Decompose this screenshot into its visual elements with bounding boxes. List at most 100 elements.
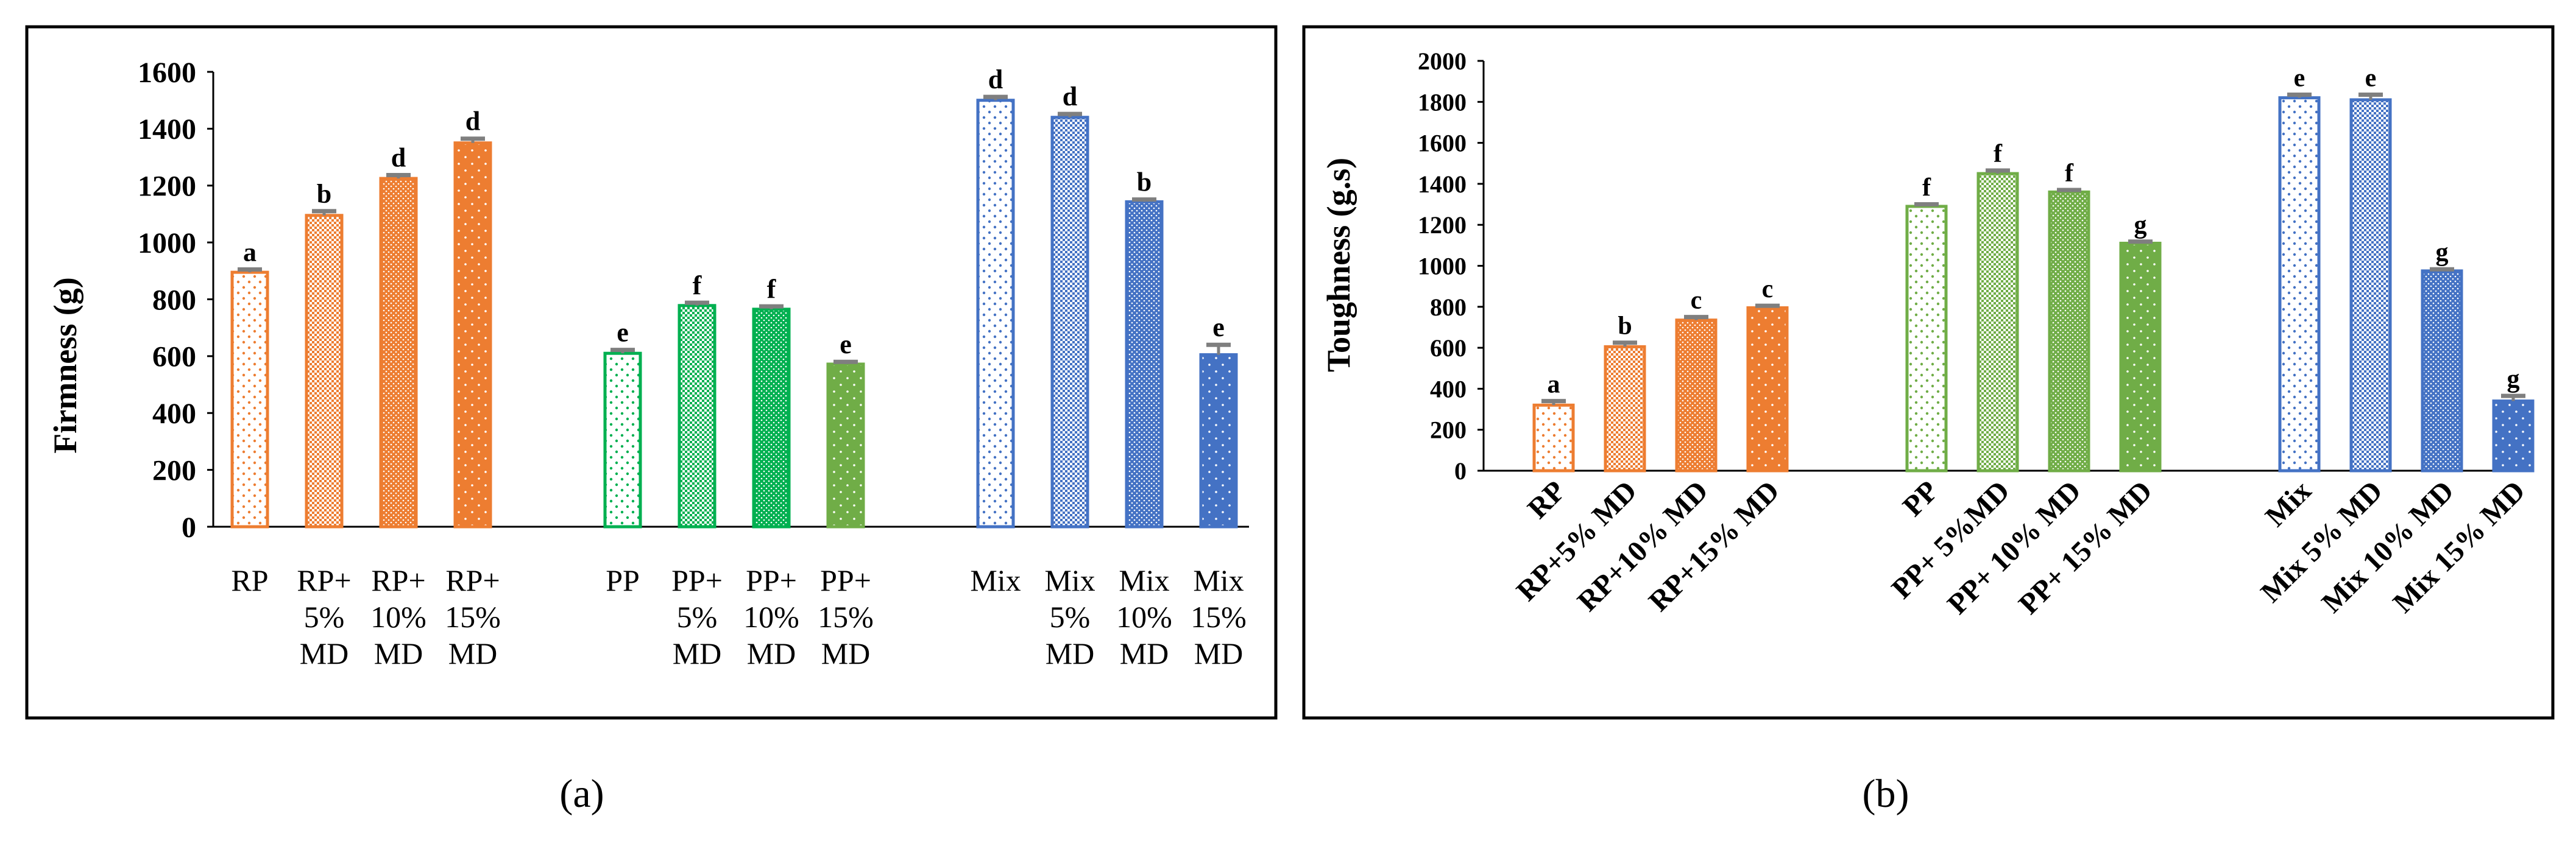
- error-bar: [1986, 168, 2010, 174]
- error-bar: [610, 348, 635, 354]
- x-tick-label: RP+ 15% MD: [445, 563, 501, 670]
- bar: [1675, 318, 1718, 473]
- significance-letter: d: [465, 107, 480, 136]
- significance-letter: f: [2065, 160, 2074, 188]
- error-bar: [238, 267, 262, 273]
- significance-letter: d: [391, 142, 406, 172]
- x-tick-label: Mix 10% MD: [1116, 563, 1172, 670]
- bar: [1532, 403, 1575, 473]
- error-bar: [2287, 93, 2312, 98]
- error-bar: [685, 300, 709, 306]
- bar: [230, 270, 269, 529]
- error-bar: [1914, 202, 1939, 207]
- panel-a-ylabel: Firmness (g): [47, 277, 83, 453]
- error-bar: [386, 172, 411, 179]
- bar: [2278, 96, 2321, 473]
- error-bar: [1206, 342, 1231, 355]
- x-tick-label: PP+ 15% MD: [818, 563, 874, 670]
- y-tick-label: 400: [152, 398, 196, 430]
- error-bar: [1541, 399, 1566, 406]
- y-tick-label: 1200: [138, 171, 196, 203]
- error-bar: [1684, 315, 1708, 320]
- significance-letter: b: [1137, 167, 1152, 197]
- significance-letter: f: [1922, 174, 1931, 202]
- error-bar: [833, 359, 858, 364]
- significance-letter: f: [693, 270, 702, 300]
- bar: [1050, 116, 1089, 529]
- y-tick-label: 1000: [138, 227, 196, 259]
- significance-letter: e: [2294, 65, 2305, 93]
- bar: [1199, 353, 1238, 529]
- y-tick-label: 600: [1430, 334, 1467, 362]
- panel-a-plot: 0 200 400 600 800 1000 1200 1400 1600 a RP b RP+ 5% MD…: [138, 57, 1249, 670]
- panel-a-label: (a): [559, 772, 604, 816]
- error-bar: [1613, 340, 1637, 347]
- panel-b-ylabel: Toughness (g.s): [1320, 158, 1357, 372]
- bar: [1746, 306, 1789, 473]
- y-tick-label: 800: [152, 284, 196, 316]
- x-tick-label: RP+ 10% MD: [370, 563, 426, 670]
- y-tick-label: 200: [1430, 417, 1467, 444]
- bar: [1905, 205, 1948, 473]
- significance-letter: d: [1063, 82, 1077, 111]
- y-tick-label: 0: [182, 512, 196, 544]
- error-bar: [2057, 188, 2081, 192]
- bar: [305, 214, 344, 529]
- error-bar: [2358, 93, 2383, 100]
- bar: [2492, 399, 2535, 473]
- panel-b-label: (b): [1863, 772, 1909, 816]
- significance-letter: c: [1691, 287, 1702, 315]
- y-tick-label: 1000: [1418, 253, 1467, 280]
- significance-letter: e: [617, 318, 629, 348]
- significance-letter: c: [1762, 275, 1774, 303]
- bar: [678, 304, 717, 529]
- bar: [1125, 200, 1164, 529]
- y-tick-label: 1200: [1418, 211, 1467, 239]
- error-bar: [1058, 111, 1082, 118]
- bar: [453, 141, 492, 529]
- y-tick-label: 1600: [138, 57, 196, 89]
- y-tick-label: 1400: [1418, 171, 1467, 198]
- significance-letter: d: [988, 65, 1003, 94]
- bar: [2119, 241, 2162, 473]
- y-tick-label: 0: [1454, 457, 1467, 485]
- bar: [2421, 269, 2463, 473]
- significance-letter: f: [1994, 140, 2003, 168]
- error-bar: [759, 304, 784, 309]
- error-bar: [461, 136, 485, 143]
- significance-letter: e: [1212, 312, 1225, 342]
- bar: [603, 351, 642, 529]
- bar: [2048, 190, 2090, 473]
- x-tick-label: PP+ 5% MD: [671, 563, 723, 670]
- y-tick-label: 1600: [1418, 130, 1467, 157]
- error-bar: [2501, 393, 2525, 401]
- y-tick-label: 200: [152, 454, 196, 487]
- x-tick-label: Mix 5% MD: [1044, 563, 1095, 670]
- x-tick-label: RP: [231, 563, 268, 597]
- bar: [1976, 172, 2019, 473]
- x-tick-label: PP: [606, 563, 640, 597]
- significance-letter: a: [1548, 371, 1560, 399]
- error-bar: [2430, 267, 2454, 272]
- bar: [752, 308, 791, 529]
- bar: [379, 177, 418, 529]
- bar: [2349, 98, 2392, 473]
- error-bar: [2128, 239, 2153, 244]
- y-tick-label: 800: [1430, 294, 1467, 321]
- error-bar: [1132, 197, 1156, 202]
- significance-letter: g: [2507, 365, 2520, 393]
- y-tick-label: 2000: [1418, 47, 1467, 75]
- error-bar: [312, 209, 336, 216]
- y-tick-label: 1800: [1418, 88, 1467, 116]
- bar: [976, 99, 1015, 529]
- error-bar: [983, 94, 1008, 100]
- x-tick-label: PP+ 10% MD: [743, 563, 799, 670]
- significance-letter: f: [767, 274, 777, 304]
- significance-letter: b: [1618, 312, 1632, 340]
- significance-letter: e: [2365, 65, 2377, 93]
- y-tick-label: 400: [1430, 375, 1467, 403]
- bar: [826, 362, 865, 529]
- x-tick-label: Mix: [970, 563, 1021, 597]
